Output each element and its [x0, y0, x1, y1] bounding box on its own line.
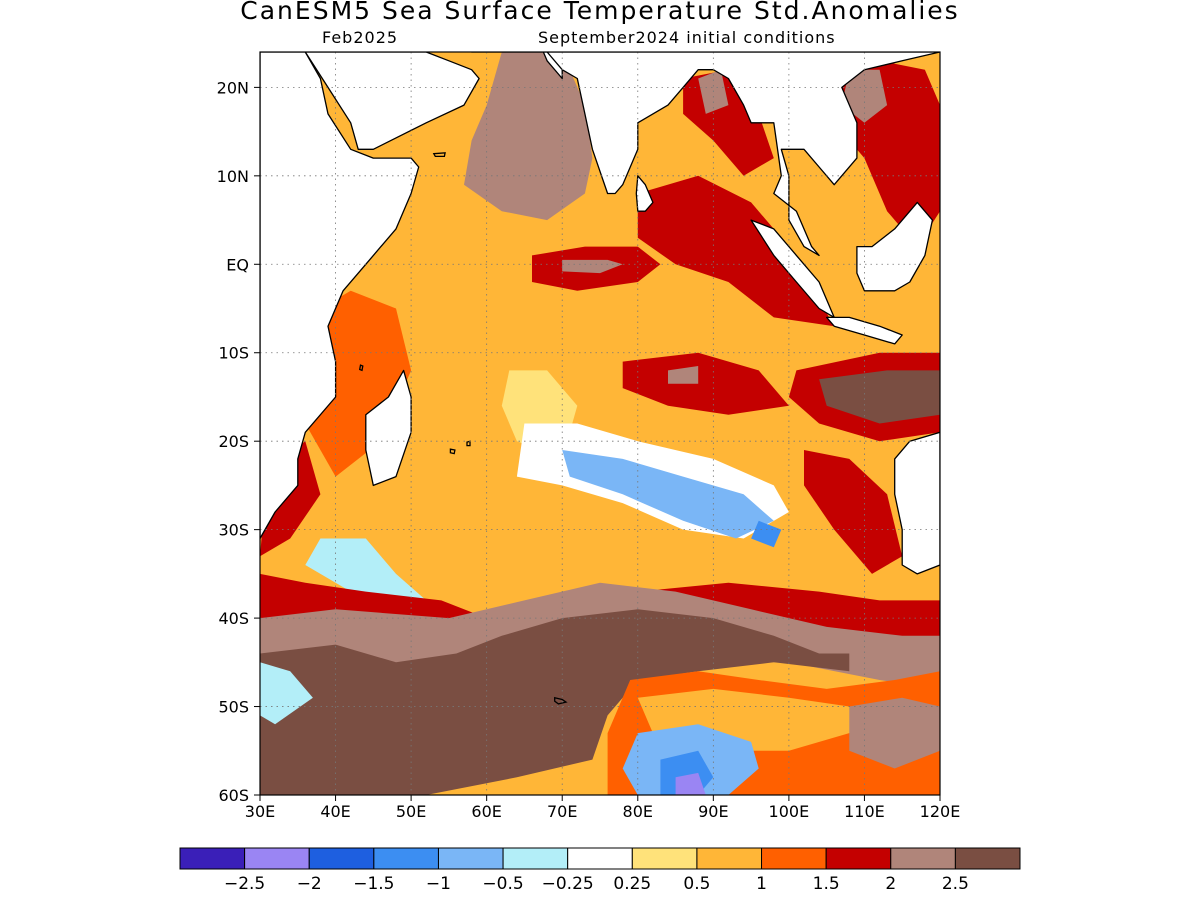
anomaly-region	[849, 697, 940, 769]
lat-tick-label: 50S	[218, 698, 249, 717]
anomaly-region	[562, 259, 623, 274]
colorbar-swatch	[761, 847, 827, 870]
colorbar-label: 0.25	[613, 874, 651, 894]
colorbar-swatch	[696, 847, 763, 870]
colorbar-swatch	[244, 847, 310, 870]
anomaly-region	[622, 352, 789, 415]
lon-tick-label: 60E	[471, 802, 501, 821]
colorbar-swatch	[567, 847, 633, 870]
lat-tick-label: 20S	[218, 432, 249, 451]
colorbar-label: −1.5	[353, 874, 394, 894]
lon-tick-label: 110E	[844, 802, 885, 821]
anomaly-region	[260, 662, 313, 725]
island-socotra	[432, 152, 446, 158]
lon-tick-label: 30E	[245, 802, 275, 821]
lon-tick-label: 40E	[320, 802, 350, 821]
anomaly-region	[464, 52, 593, 221]
lon-tick-label: 70E	[547, 802, 577, 821]
lat-tick-label: 10S	[218, 344, 249, 363]
lon-tick-label: 80E	[623, 802, 653, 821]
land-sri-lanka	[635, 175, 654, 212]
lat-tick-label: 10N	[217, 167, 249, 186]
anomaly-region	[637, 175, 835, 327]
lon-tick-label: 50E	[396, 802, 426, 821]
anomaly-region	[675, 772, 706, 795]
lat-tick-label: EQ	[226, 255, 249, 274]
colorbar-label: 1	[756, 874, 767, 894]
lon-tick-label: 90E	[698, 802, 728, 821]
colorbar-label: −0.5	[482, 874, 523, 894]
anomaly-region	[804, 450, 903, 574]
lon-tick-label: 100E	[769, 802, 810, 821]
colorbar-swatch	[890, 847, 956, 870]
lon-tick-label: 120E	[920, 802, 961, 821]
colorbar-swatch	[825, 847, 892, 870]
colorbar-label: −1	[426, 874, 451, 894]
land-borneo	[856, 201, 934, 292]
island-kerguelen	[554, 696, 568, 705]
anomaly-region	[668, 366, 699, 384]
map-title: CanESM5 Sea Surface Temperature Std.Anom…	[240, 0, 960, 25]
colorbar-swatch	[179, 847, 246, 870]
land-madagascar	[365, 369, 412, 487]
colorbar-swatch	[631, 847, 698, 870]
colorbar-swatch	[308, 847, 375, 870]
land-mask	[260, 52, 940, 705]
lat-tick-label: 20N	[217, 78, 249, 97]
colorbar-swatch	[373, 847, 439, 870]
colorbar-label: −2.5	[224, 874, 265, 894]
colorbar-label: 2.5	[942, 874, 969, 894]
anomaly-region	[819, 370, 940, 424]
colorbar: −2.5 −2 −1.5 −1 −0.5 −0.25 0.25 0.5 1 1.5 2 2.5	[179, 847, 1021, 894]
anomaly-region	[305, 538, 427, 610]
land-java	[826, 316, 903, 345]
colorbar-swatch	[502, 847, 569, 870]
colorbar-label: −2	[297, 874, 322, 894]
initial-conditions: September2024 initial conditions	[538, 28, 836, 47]
land-australia	[894, 431, 940, 575]
colorbar-label: 2	[885, 874, 896, 894]
colorbar-swatch	[437, 847, 504, 870]
land-india	[546, 52, 940, 257]
anomaly-region	[751, 520, 782, 548]
plot-frame	[259, 51, 941, 796]
anomaly-region	[562, 450, 774, 539]
colorbar-label: −0.25	[542, 874, 594, 894]
forecast-month: Feb2025	[322, 28, 399, 47]
lat-tick-label: 30S	[218, 521, 249, 540]
colorbar-swatch	[954, 847, 1021, 870]
colorbar-label: 1.5	[813, 874, 840, 894]
island-reunion	[449, 448, 456, 455]
anomaly-region	[260, 609, 850, 795]
lat-tick-label: 60S	[218, 786, 249, 805]
island-comoros	[358, 364, 364, 372]
land-arabia	[304, 52, 480, 150]
lat-tick-label: 40S	[218, 609, 249, 628]
colorbar-label: 0.5	[683, 874, 710, 894]
